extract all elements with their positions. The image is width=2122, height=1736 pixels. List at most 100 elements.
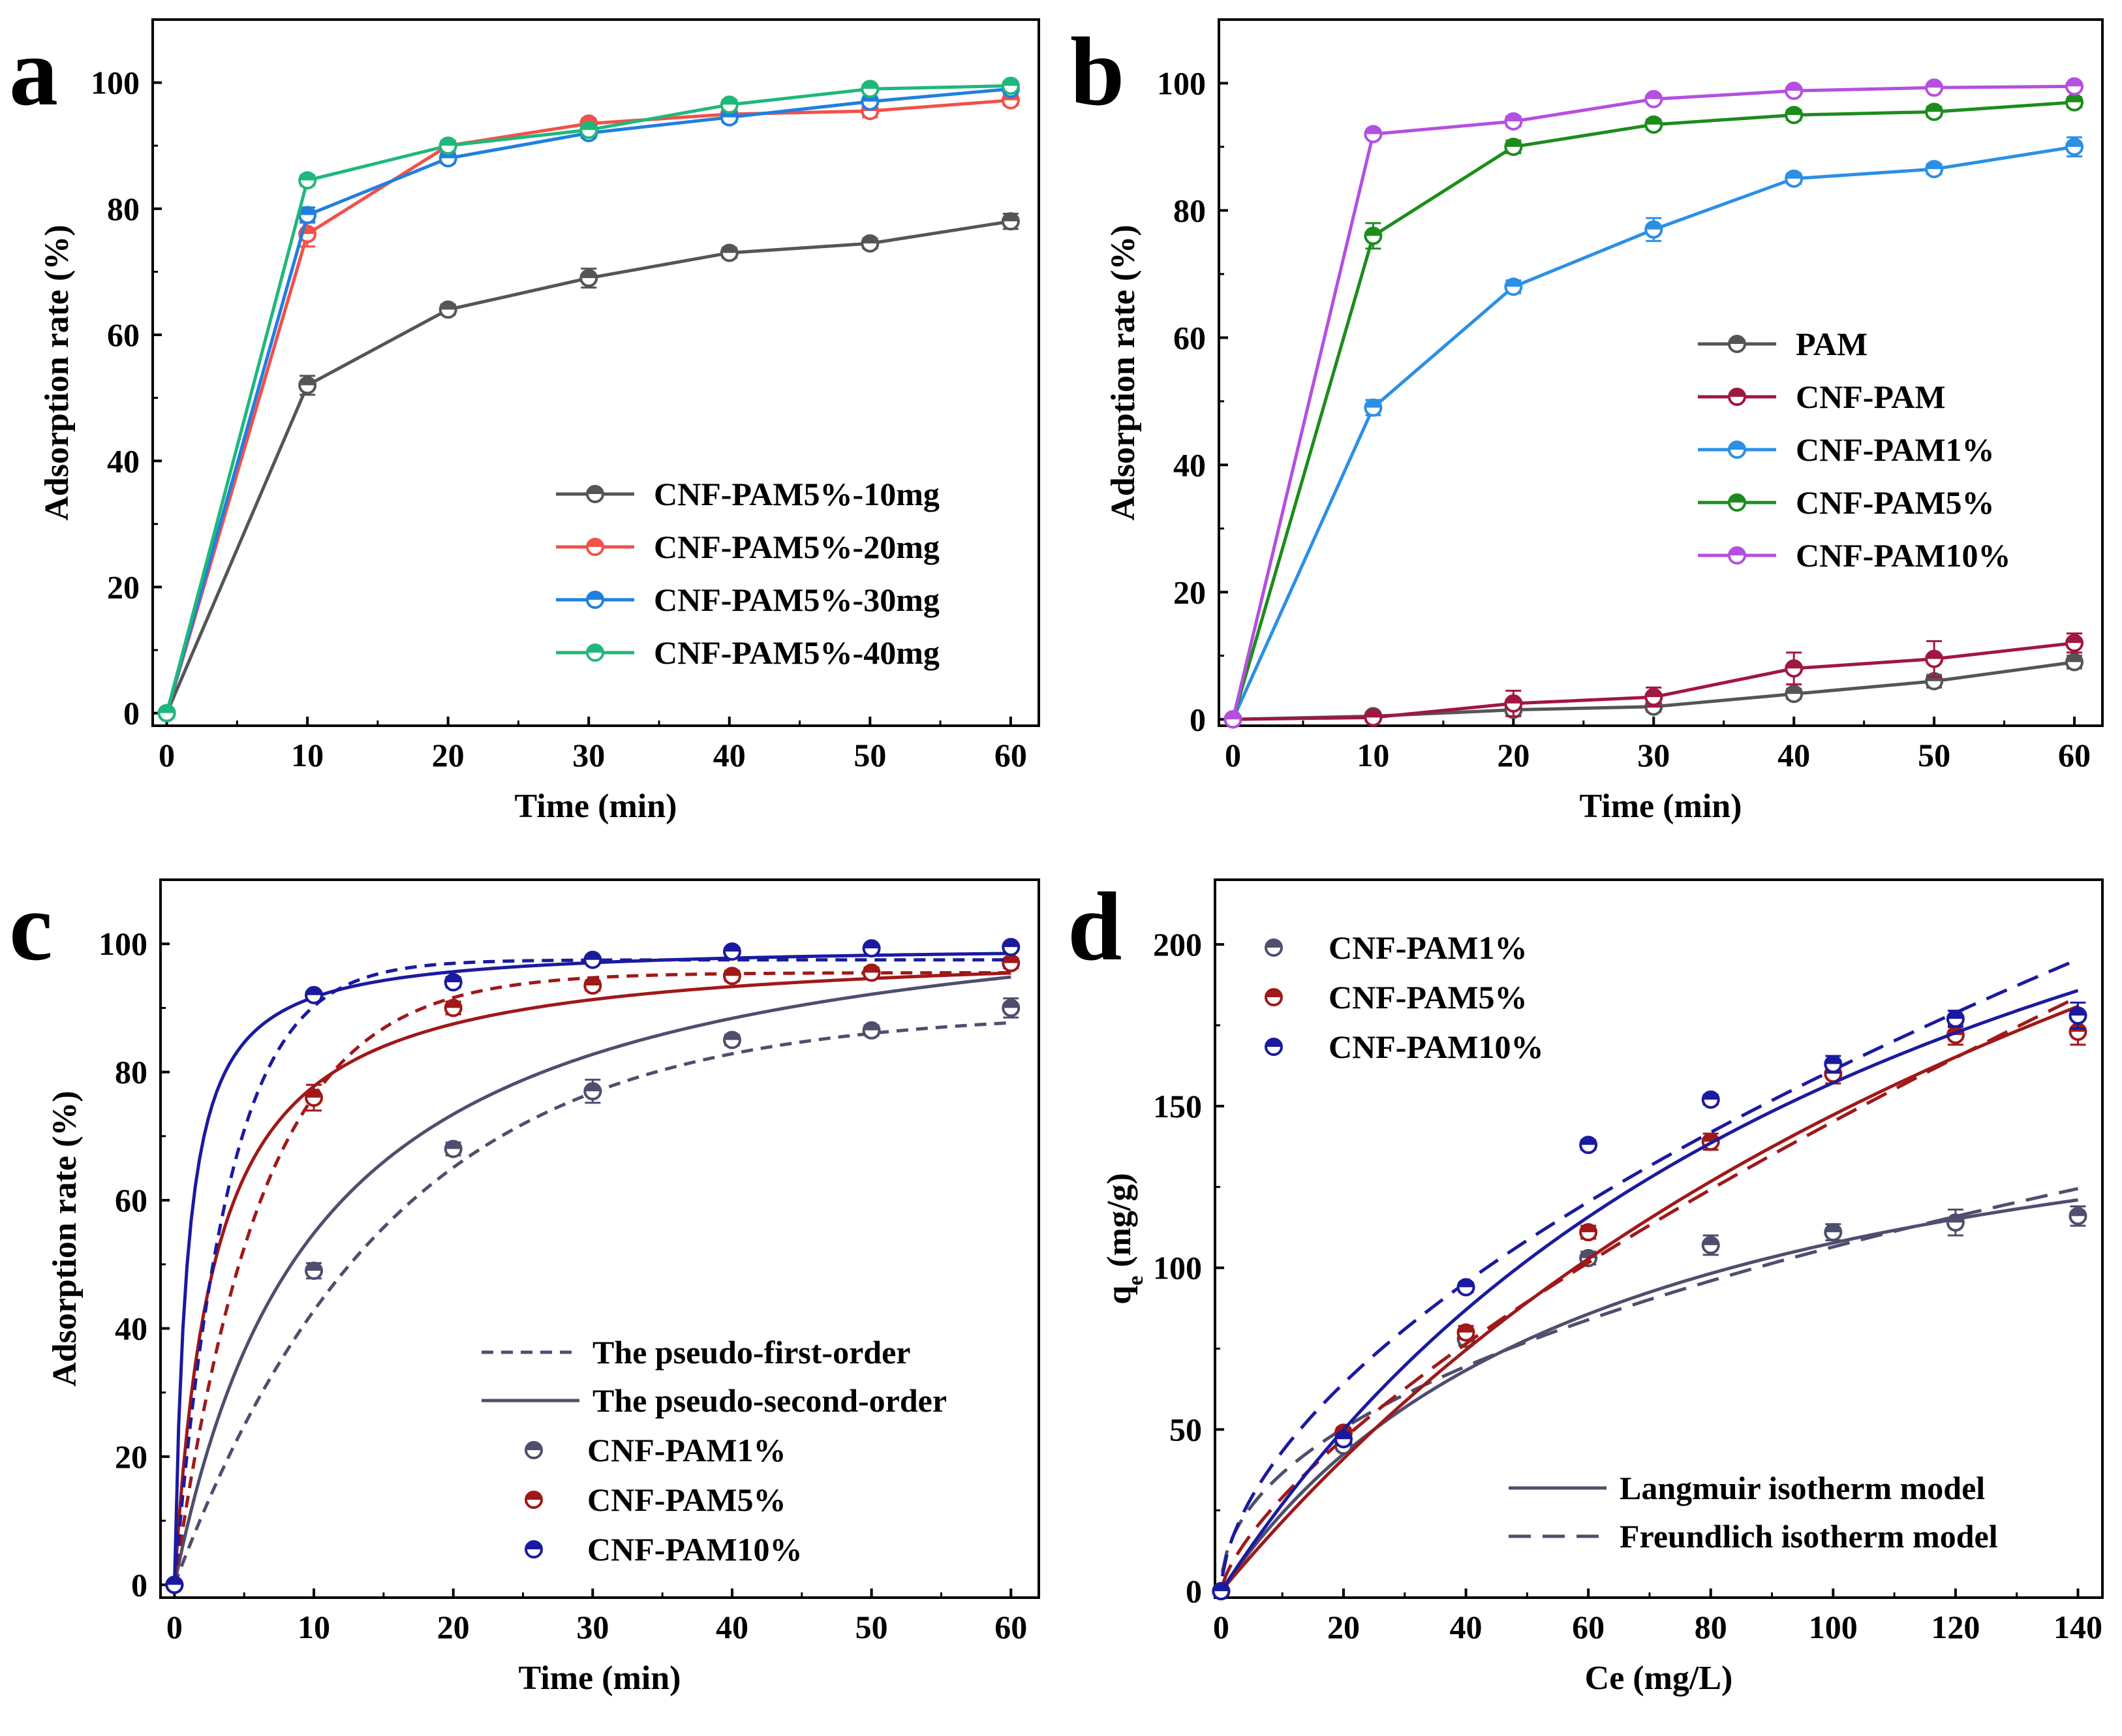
x-tick-label: 80 — [1695, 1609, 1727, 1645]
data-point-half — [587, 539, 603, 547]
legend-label: CNF-PAM5% — [587, 1481, 786, 1518]
legend-label: CNF-PAM1% — [587, 1432, 786, 1468]
y-tick-label: 200 — [1153, 926, 1202, 963]
data-point-half — [1729, 548, 1745, 555]
x-tick-label: 40 — [716, 1609, 748, 1645]
data-point-half — [1365, 709, 1381, 718]
data-point-half — [1002, 78, 1019, 86]
data-point-half — [1365, 399, 1381, 408]
axes-frame — [1218, 18, 2104, 727]
legend-label: CNF-PAM10% — [1329, 1029, 1544, 1065]
data-point-half — [1505, 279, 1522, 287]
y-tick-label: 0 — [1186, 1573, 1202, 1609]
data-point-half — [1729, 495, 1745, 503]
y-tick-label: 80 — [107, 191, 140, 227]
y-tick-label: 20 — [107, 568, 140, 605]
data-point-half — [1786, 107, 1802, 116]
data-point-half — [724, 968, 740, 976]
data-point-half — [1786, 170, 1802, 179]
panel-a: 0 10 20 30 40 50 60 0 20 40 60 80 100 Time (min) Adsor… — [9, 18, 1040, 825]
y-axis-label: qe (mg/g) — [1101, 1173, 1148, 1304]
data-point-half — [306, 1089, 322, 1098]
fit-solid-curve — [1220, 989, 2079, 1592]
legend-label: CNF-PAM5%-20mg — [654, 529, 940, 565]
data-point-half — [300, 172, 316, 181]
data-point-half — [526, 1492, 542, 1500]
data-point-half — [1926, 161, 1943, 170]
data-point-half — [1926, 104, 1943, 112]
y-tick-label: 40 — [115, 1310, 147, 1347]
x-tick-label: 60 — [2058, 737, 2091, 773]
fit-solid-curve — [1220, 1004, 2079, 1592]
data-point-half — [1580, 1137, 1597, 1145]
data-point-half — [1365, 126, 1381, 134]
legend-label: CNF-PAM5% — [1329, 979, 1528, 1015]
legend-label: PAM — [1796, 326, 1868, 362]
x-tick-label: 10 — [291, 737, 324, 773]
data-point-half — [862, 81, 878, 89]
data-point-half — [440, 302, 456, 310]
axes-frame — [159, 878, 1040, 1599]
data-point-half — [440, 138, 456, 146]
data-point-half — [724, 1032, 740, 1040]
data-point-half — [1646, 221, 1662, 230]
data-point-half — [2067, 78, 2083, 87]
data-point-half — [526, 1442, 542, 1450]
data-point-half — [1926, 651, 1943, 659]
data-point-half — [2067, 654, 2083, 662]
data-point-half — [2067, 138, 2083, 147]
data-point-half — [306, 1263, 322, 1271]
x-tick-label: 40 — [1777, 737, 1810, 773]
data-point-half — [1702, 1237, 1719, 1245]
data-point-half — [1225, 711, 1241, 720]
data-point-half — [1266, 1039, 1282, 1047]
data-point-half — [1786, 686, 1802, 694]
y-tick-label: 100 — [1153, 1250, 1202, 1286]
data-point-half — [1003, 1000, 1019, 1008]
y-axis-label: Adsorption rate (%) — [1105, 225, 1142, 521]
y-tick-label: 40 — [1173, 446, 1206, 483]
legend-model-label: Freundlich isotherm model — [1620, 1518, 1998, 1555]
data-point-half — [581, 122, 597, 131]
data-point-half — [721, 97, 737, 105]
x-tick-label: 50 — [1918, 737, 1950, 773]
legend-label: CNF-PAM5%-30mg — [654, 581, 940, 618]
legend-label: CNF-PAM1% — [1329, 929, 1528, 966]
x-tick-label: 60 — [1572, 1609, 1605, 1645]
data-point-half — [1458, 1279, 1474, 1288]
fit-solid-curve — [172, 975, 1011, 1585]
y-tick-label: 0 — [1190, 701, 1206, 737]
data-point-half — [1646, 116, 1662, 125]
data-point-half — [2067, 635, 2083, 643]
axes-frame — [151, 18, 1040, 727]
data-point-half — [585, 1083, 601, 1092]
data-point-half — [1926, 80, 1943, 88]
y-axis-label: Adsorption rate (%) — [46, 1091, 84, 1387]
x-tick-label: 50 — [855, 1609, 888, 1645]
data-point-half — [587, 592, 603, 600]
y-tick-label: 60 — [1173, 319, 1206, 356]
fit-dashed-curve — [1220, 1186, 2079, 1573]
panel-c: 0 10 20 30 40 50 60 0 20 40 60 80 100 Time (min) Adsor… — [9, 873, 1040, 1697]
panel-letter: a — [9, 18, 58, 126]
fit-dashed-curve — [1220, 995, 2079, 1586]
y-tick-label: 20 — [115, 1438, 147, 1475]
y-axis-label-subscript: e — [1124, 1276, 1148, 1286]
data-point-half — [587, 486, 603, 494]
panel-b: 0 10 20 30 40 50 60 0 20 40 60 80 100 Time (min) Adsor… — [1070, 18, 2104, 825]
series-line — [165, 87, 1011, 714]
y-axis-label-suffix: (mg/g) — [1101, 1173, 1138, 1275]
data-point-half — [1825, 1056, 1841, 1064]
data-point-half — [1580, 1224, 1597, 1233]
x-tick-label: 20 — [1497, 737, 1530, 773]
data-point-half — [585, 978, 601, 986]
series-line — [165, 99, 1011, 714]
fit-dashed-curve — [1220, 957, 2079, 1577]
x-tick-label: 10 — [1357, 737, 1389, 773]
y-tick-label: 60 — [107, 317, 140, 353]
axes-frame — [1214, 878, 2104, 1599]
y-tick-label: 80 — [1173, 192, 1206, 228]
panel-letter: d — [1068, 873, 1122, 981]
x-tick-label: 20 — [432, 737, 465, 773]
